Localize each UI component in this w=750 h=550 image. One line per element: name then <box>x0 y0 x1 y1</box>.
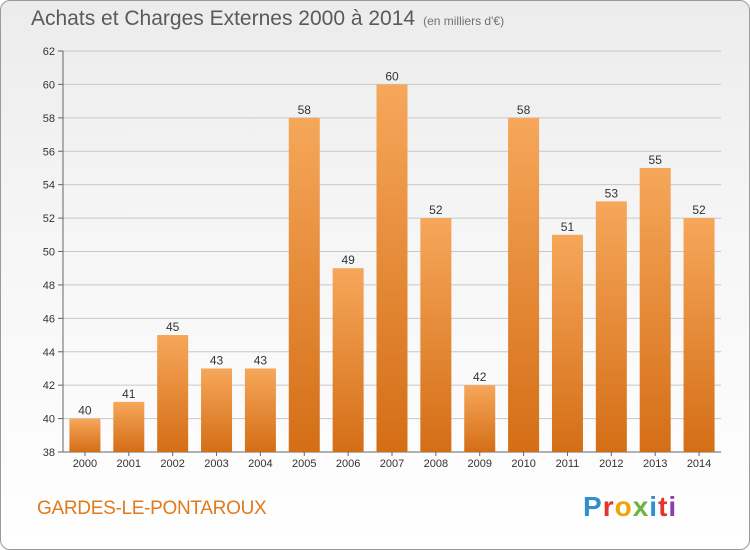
bar <box>244 368 276 452</box>
bar <box>288 117 320 452</box>
bar <box>683 218 715 452</box>
data-label: 51 <box>561 220 575 234</box>
bar <box>551 234 583 452</box>
x-tick-label: 2001 <box>117 458 141 470</box>
x-tick-label: 2004 <box>248 458 272 470</box>
y-tick-label: 60 <box>43 79 55 91</box>
y-tick-label: 40 <box>43 414 55 426</box>
bar <box>639 167 671 453</box>
bar <box>69 418 101 452</box>
x-tick-label: 2003 <box>204 458 228 470</box>
bar <box>113 401 145 452</box>
data-label: 60 <box>385 69 399 83</box>
y-tick-label: 38 <box>43 447 55 459</box>
data-label: 45 <box>166 320 180 334</box>
chart-title-text: Achats et Charges Externes 2000 à 2014 <box>31 7 416 30</box>
bar <box>595 201 627 452</box>
data-label: 41 <box>122 387 136 401</box>
y-tick-label: 54 <box>43 180 55 192</box>
y-tick-label: 46 <box>43 313 55 325</box>
data-label: 55 <box>649 153 663 167</box>
bar <box>376 84 408 453</box>
y-tick-label: 62 <box>43 46 55 58</box>
x-tick-label: 2014 <box>687 458 711 470</box>
y-tick-label: 52 <box>43 213 55 225</box>
data-label: 49 <box>341 253 355 267</box>
y-tick-label: 48 <box>43 280 55 292</box>
y-tick-label: 50 <box>43 247 55 259</box>
chart-subtitle: (en milliers d'€) <box>423 14 505 28</box>
data-label: 40 <box>78 404 92 418</box>
bar <box>508 117 540 452</box>
data-label: 43 <box>210 353 224 367</box>
y-tick-label: 56 <box>43 146 55 158</box>
data-label: 43 <box>254 353 268 367</box>
x-tick-label: 2005 <box>292 458 316 470</box>
data-label: 53 <box>605 186 619 200</box>
chart-title: Achats et Charges Externes 2000 à 2014 (e… <box>31 7 504 31</box>
x-tick-label: 2012 <box>599 458 623 470</box>
bar <box>201 368 233 452</box>
data-label: 52 <box>429 203 443 217</box>
data-label: 58 <box>298 103 312 117</box>
bar <box>332 268 364 452</box>
bar <box>420 218 452 452</box>
x-tick-label: 2000 <box>73 458 97 470</box>
x-tick-label: 2010 <box>511 458 535 470</box>
x-tick-label: 2011 <box>556 458 580 470</box>
x-tick-label: 2002 <box>160 458 184 470</box>
x-tick-label: 2009 <box>467 458 491 470</box>
commune-name: GARDES-LE-PONTAROUX <box>37 498 267 519</box>
data-label: 42 <box>473 370 487 384</box>
x-tick-label: 2008 <box>424 458 448 470</box>
x-tick-label: 2006 <box>336 458 360 470</box>
proxiti-logo: Proxiti <box>583 491 678 522</box>
y-tick-label: 44 <box>43 347 55 359</box>
x-tick-label: 2013 <box>643 458 667 470</box>
data-label: 58 <box>517 103 531 117</box>
y-tick-label: 42 <box>43 380 55 392</box>
data-label: 52 <box>692 203 706 217</box>
y-tick-label: 58 <box>43 113 55 125</box>
bar <box>464 385 496 452</box>
x-tick-label: 2007 <box>380 458 404 470</box>
bar <box>157 335 189 452</box>
